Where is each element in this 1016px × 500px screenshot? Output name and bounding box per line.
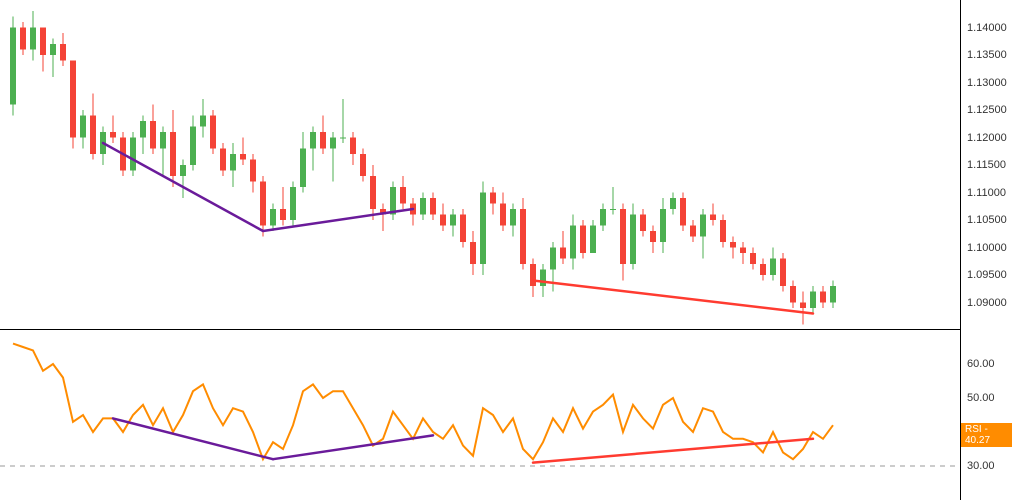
rsi-panel[interactable] xyxy=(0,330,960,500)
price-tick: 1.11500 xyxy=(967,159,1006,171)
rsi-value-label: RSI - 40.27 xyxy=(961,423,1012,447)
price-tick: 1.10000 xyxy=(967,242,1007,254)
price-tick: 1.12500 xyxy=(967,104,1007,116)
price-tick: 1.12000 xyxy=(967,132,1007,144)
price-tick: 1.09500 xyxy=(967,269,1007,281)
price-tick: 1.10500 xyxy=(967,214,1007,226)
trading-chart: 1.09000 1.09500 1.10000 1.10500 1.11000 1.115… xyxy=(0,0,1016,500)
rsi-tick: 30.00 xyxy=(967,460,995,472)
price-tick: 1.09000 xyxy=(967,297,1007,309)
price-panel[interactable] xyxy=(0,0,960,330)
price-tick: 1.11000 xyxy=(967,187,1006,199)
y-axis: 1.09000 1.09500 1.10000 1.10500 1.11000 1.115… xyxy=(960,0,1016,500)
rsi-svg xyxy=(0,330,960,500)
candlestick-svg xyxy=(0,0,960,330)
price-tick: 1.13500 xyxy=(967,49,1007,61)
rsi-tick: 50.00 xyxy=(967,392,995,404)
rsi-tick: 60.00 xyxy=(967,358,995,370)
price-tick: 1.13000 xyxy=(967,77,1007,89)
price-tick: 1.14000 xyxy=(967,22,1007,34)
